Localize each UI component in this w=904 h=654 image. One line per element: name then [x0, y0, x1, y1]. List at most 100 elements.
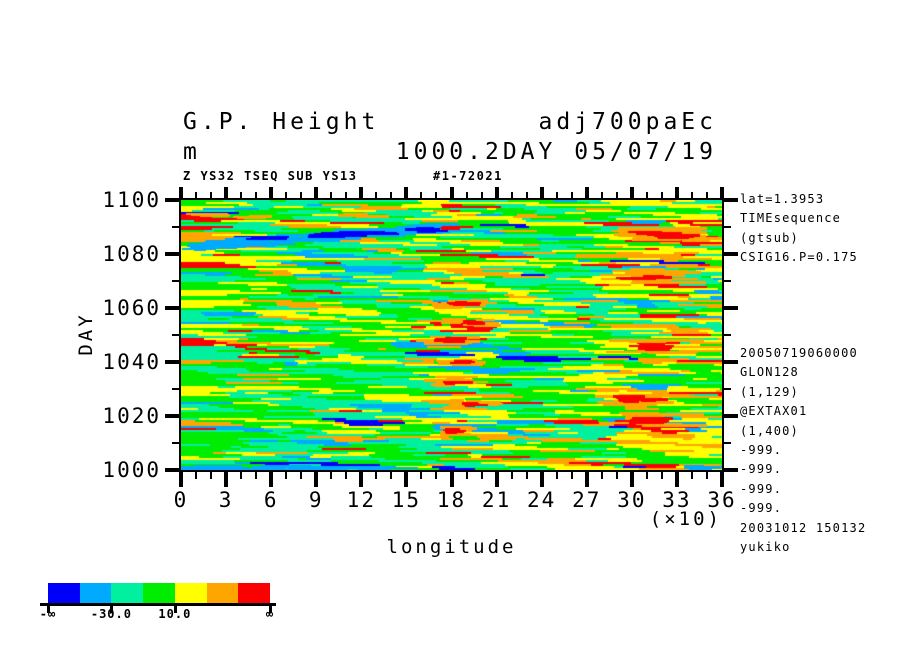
run-id-label: #1-72021 [433, 169, 503, 183]
side-note-line: -999. [740, 481, 783, 496]
x-tick [555, 472, 558, 479]
y-tick [165, 414, 179, 418]
heatmap-field-canvas [181, 200, 722, 470]
dataset-id-label: Z YS32 TSEQ SUB YS13 [183, 169, 358, 183]
x-tick-label: 36 [707, 488, 737, 512]
x-tick [615, 472, 618, 479]
x-tick [674, 472, 679, 487]
x-tick-top [465, 192, 468, 198]
x-tick [314, 472, 319, 487]
y-tick-right [724, 280, 731, 282]
x-tick-top [705, 192, 708, 198]
colorbar [48, 583, 270, 603]
x-tick-top [449, 187, 454, 198]
colorbar-segment [111, 583, 144, 603]
chart-title: G.P. Height [183, 109, 380, 135]
x-tick [539, 472, 544, 487]
y-tick [165, 468, 179, 472]
colorbar-segment [206, 583, 239, 603]
side-note-line: (1,400) [740, 423, 799, 438]
y-tick [172, 388, 179, 390]
x-tick-top [404, 187, 409, 198]
x-tick [285, 472, 288, 479]
colorbar-tick-label: -∞ [39, 607, 57, 621]
y-tick-label: 1060 [102, 296, 161, 320]
side-note-line: -999. [740, 501, 783, 516]
x-tick [404, 472, 409, 487]
x-tick [210, 472, 213, 479]
x-tick [300, 472, 303, 479]
side-note-line: TIMEsequence [740, 211, 842, 226]
x-tick-top [629, 187, 634, 198]
x-tick [480, 472, 483, 479]
x-tick-top [645, 192, 648, 198]
x-tick-top [570, 192, 573, 198]
x-tick [645, 472, 648, 479]
x-tick-top [615, 192, 618, 198]
x-tick-label: 18 [436, 488, 467, 512]
x-tick-top [494, 187, 499, 198]
plot-area [179, 198, 724, 472]
x-tick-label: 33 [662, 488, 692, 512]
y-tick-right [724, 442, 731, 444]
x-tick [660, 472, 663, 479]
x-axis-title: longitude [386, 536, 517, 558]
chart-variable-label: adj700paEc [538, 109, 717, 135]
x-tick [390, 472, 393, 479]
x-tick-label: 21 [481, 488, 512, 512]
x-tick-top [330, 192, 333, 198]
x-tick-top [720, 187, 724, 198]
x-tick [269, 472, 274, 487]
x-tick-top [300, 192, 303, 198]
side-notes-top: lat=1.3953 TIMEsequence (gtsub) CSIG16.P=0.… [740, 190, 858, 268]
x-tick [375, 472, 378, 479]
x-axis-scale-note: (×10) [649, 508, 722, 530]
x-tick [224, 472, 229, 487]
x-tick-top [584, 187, 589, 198]
x-tick [435, 472, 438, 479]
x-tick [720, 472, 724, 487]
x-tick [525, 472, 528, 479]
x-tick-top [285, 192, 288, 198]
chart-units-label: m [183, 139, 201, 165]
colorbar-tick [47, 603, 50, 613]
x-tick-label: 27 [572, 488, 602, 512]
colorbar-tick [110, 603, 114, 613]
y-tick-right [724, 252, 738, 256]
x-tick [255, 472, 258, 479]
x-tick-top [314, 187, 319, 198]
x-tick [449, 472, 454, 487]
colorbar-tick-label: ∞ [265, 607, 275, 621]
x-tick [690, 472, 693, 479]
y-tick [165, 306, 179, 310]
x-tick [629, 472, 634, 487]
side-note-line: -999. [740, 462, 783, 477]
side-note-line: yukiko [740, 540, 791, 555]
colorbar-segment [238, 583, 270, 603]
colorbar-tick-label: -30.0 [90, 607, 132, 621]
x-tick-label: 12 [346, 488, 376, 512]
x-tick [330, 472, 333, 479]
y-tick [172, 442, 179, 444]
y-tick-right [724, 468, 738, 472]
x-tick-label: 24 [527, 488, 557, 512]
colorbar-tick [269, 603, 272, 613]
x-tick-top [255, 192, 258, 198]
side-note-line: 20050719060000 [740, 346, 858, 360]
x-tick-top [420, 192, 423, 198]
colorbar-segment [174, 583, 207, 603]
side-notes-bottom: 20050719060000 GLON128 (1,129) @EXTAX01 (1,4… [740, 344, 866, 557]
side-note-line: -999. [740, 443, 783, 458]
x-tick-top [674, 187, 679, 198]
x-tick-top [510, 192, 513, 198]
y-tick-label: 1100 [102, 188, 161, 212]
x-tick-top [600, 192, 603, 198]
x-tick-top [224, 187, 229, 198]
side-note-line: (gtsub) [740, 230, 799, 245]
y-tick-right [724, 388, 731, 390]
x-tick [584, 472, 589, 487]
x-tick-top [179, 187, 183, 198]
x-tick-top [359, 187, 364, 198]
chart-time-label: 1000.2DAY 05/07/19 [395, 139, 717, 165]
